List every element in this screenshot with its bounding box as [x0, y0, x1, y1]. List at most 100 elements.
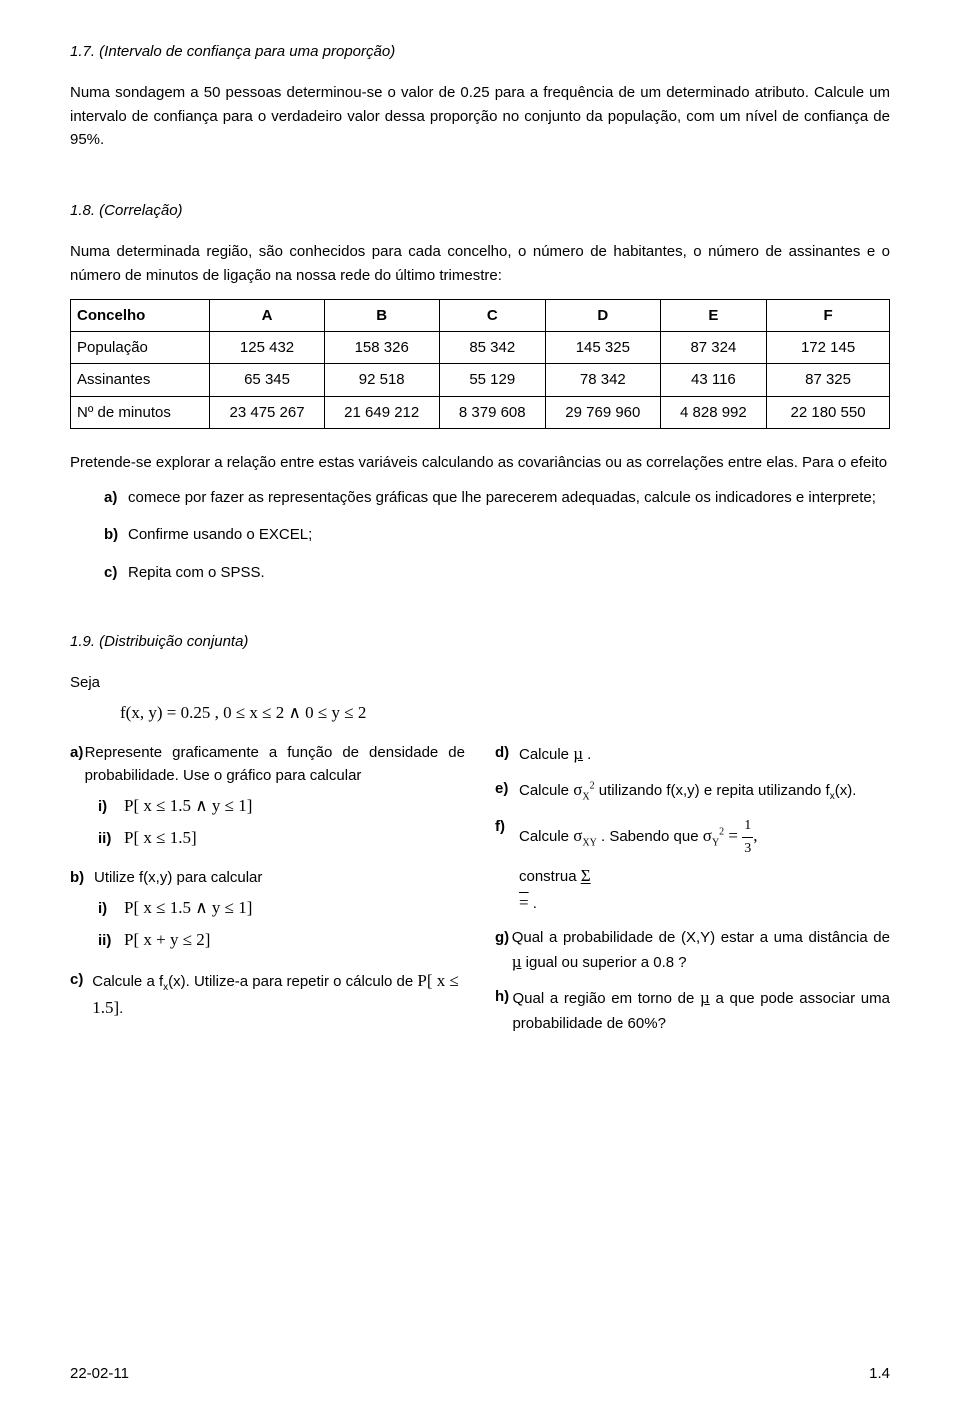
q19-fxy-line: f(x, y) = 0.25 , 0 ≤ x ≤ 2 ∧ 0 ≤ y ≤ 2 — [120, 700, 890, 726]
cell: 23 475 267 — [210, 396, 325, 428]
marker-ii: ii) — [98, 827, 124, 850]
expr-a-i: P[ x ≤ 1.5 ∧ y ≤ 1] — [124, 793, 252, 819]
q19-title: 1.9. (Distribuição conjunta) — [70, 630, 890, 653]
q18-list: a) comece por fazer as representações gr… — [104, 486, 890, 584]
cell: 85 342 — [439, 332, 545, 364]
d-end: . — [587, 746, 591, 763]
q19-h: Qual a região em torno de µ a que pode a… — [512, 985, 890, 1035]
sigma-x2: σX2 — [573, 780, 594, 799]
th-c: C — [439, 299, 545, 331]
row-pop-label: População — [71, 332, 210, 364]
cell: 145 325 — [546, 332, 661, 364]
q18-b: Confirme usando o EXCEL; — [128, 523, 890, 546]
q19-c: Calcule a fx(x). Utilize-a para repetir … — [92, 968, 465, 1022]
e-pre: Calcule — [519, 782, 573, 799]
q19-a-i: i) P[ x ≤ 1.5 ∧ y ≤ 1] — [98, 793, 465, 819]
row-min-label: Nº de minutos — [71, 396, 210, 428]
q18-table: Concelho A B C D E F População 125 432 1… — [70, 299, 890, 429]
cell: 8 379 608 — [439, 396, 545, 428]
q17-paragraph: Numa sondagem a 50 pessoas determinou-se… — [70, 81, 890, 151]
cell: 92 518 — [324, 364, 439, 396]
f-mid: . Sabendo que — [601, 828, 703, 845]
marker-g: g) — [495, 926, 512, 976]
q19-d: Calcule µ . — [519, 741, 591, 767]
th-d: D — [546, 299, 661, 331]
q18-paragraph-1: Numa determinada região, são conhecidos … — [70, 240, 890, 287]
marker-f: f) — [495, 815, 519, 859]
h-pre: Qual a região em torno de — [512, 990, 700, 1007]
q19-g: Qual a probabilidade de (X,Y) estar a um… — [512, 926, 890, 976]
marker-c: c) — [70, 968, 92, 1022]
q18-c: Repita com o SPSS. — [128, 561, 890, 584]
q19-domain: , 0 ≤ x ≤ 2 ∧ 0 ≤ y ≤ 2 — [215, 703, 367, 722]
cell: 21 649 212 — [324, 396, 439, 428]
q18-a: comece por fazer as representações gráfi… — [128, 486, 890, 509]
f-next-end: . — [533, 895, 537, 912]
cell: 29 769 960 — [546, 396, 661, 428]
c-end: . — [119, 1000, 123, 1017]
q19-e: Calcule σX2 utilizando f(x,y) e repita u… — [519, 777, 856, 805]
th-f: F — [767, 299, 890, 331]
marker-i: i) — [98, 795, 124, 818]
marker-b: b) — [104, 523, 128, 546]
cell: 4 828 992 — [660, 396, 766, 428]
q19-a-ii: ii) P[ x ≤ 1.5] — [98, 825, 465, 851]
q19-fxy: f(x, y) = 0.25 — [120, 703, 210, 722]
sigma-xy: σXY — [573, 826, 597, 845]
footer-date: 22-02-11 — [70, 1362, 129, 1385]
cell: 22 180 550 — [767, 396, 890, 428]
g-pre: Qual a probabilidade de (X,Y) estar a um… — [512, 929, 890, 946]
cell: 87 324 — [660, 332, 766, 364]
cell: 172 145 — [767, 332, 890, 364]
q19-right-col: d) Calcule µ . e) Calcule σX2 utilizando… — [495, 741, 890, 1035]
q19-columns: a) Represente graficamente a função de d… — [70, 741, 890, 1035]
q19-b-i: i) P[ x ≤ 1.5 ∧ y ≤ 1] — [98, 895, 465, 921]
f-pre: Calcule — [519, 828, 573, 845]
q19-left-col: a) Represente graficamente a função de d… — [70, 741, 465, 1035]
marker-h: h) — [495, 985, 512, 1035]
cell: 55 129 — [439, 364, 545, 396]
marker-a: a) — [104, 486, 128, 509]
marker-a: a) — [70, 741, 85, 788]
q18-paragraph-2: Pretende-se explorar a relação entre est… — [70, 451, 890, 474]
marker-e: e) — [495, 777, 519, 805]
footer-page: 1.4 — [869, 1362, 890, 1385]
cell: 78 342 — [546, 364, 661, 396]
q19-b-ii: ii) P[ x + y ≤ 2] — [98, 927, 465, 953]
page: 1.7. (Intervalo de confiança para uma pr… — [0, 0, 960, 1407]
mu-underline-g: µ — [512, 952, 522, 971]
marker-i: i) — [98, 897, 124, 920]
e-end: (x). — [835, 782, 857, 799]
cell: 87 325 — [767, 364, 890, 396]
th-e: E — [660, 299, 766, 331]
cell: 65 345 — [210, 364, 325, 396]
e-mid: utilizando f(x,y) e repita utilizando f — [599, 782, 830, 799]
row-ass-label: Assinantes — [71, 364, 210, 396]
q19-f: Calcule σXY . Sabendo que σY2 = 13, — [519, 815, 758, 859]
c-mid: (x). Utilize-a para repetir o cálculo de — [168, 973, 417, 990]
d-pre: Calcule — [519, 746, 573, 763]
marker-c: c) — [104, 561, 128, 584]
th-concelho: Concelho — [71, 299, 210, 331]
q17-title: 1.7. (Intervalo de confiança para uma pr… — [70, 40, 890, 63]
cell: 43 116 — [660, 364, 766, 396]
mu-underline: µ — [573, 744, 583, 763]
expr-b-ii: P[ x + y ≤ 2] — [124, 927, 210, 953]
mu-underline-h: µ — [700, 988, 710, 1007]
th-a: A — [210, 299, 325, 331]
q19-b: Utilize f(x,y) para calcular — [94, 866, 262, 889]
q18-title: 1.8. (Correlação) — [70, 199, 890, 222]
footer: 22-02-11 1.4 — [70, 1362, 890, 1385]
expr-b-i: P[ x ≤ 1.5 ∧ y ≤ 1] — [124, 895, 252, 921]
g-end: igual ou superior a 0.8 ? — [526, 954, 687, 971]
cell: 125 432 — [210, 332, 325, 364]
q19-f-next: construa Σ= . — [519, 863, 890, 916]
marker-b: b) — [70, 866, 94, 889]
marker-d: d) — [495, 741, 519, 767]
q19-a: Represente graficamente a função de dens… — [85, 741, 465, 788]
expr-a-ii: P[ x ≤ 1.5] — [124, 825, 197, 851]
sigma-y2-eq: σY2 = 13, — [703, 826, 758, 845]
th-b: B — [324, 299, 439, 331]
q19-seja: Seja — [70, 671, 890, 694]
f-end: , — [753, 826, 757, 845]
